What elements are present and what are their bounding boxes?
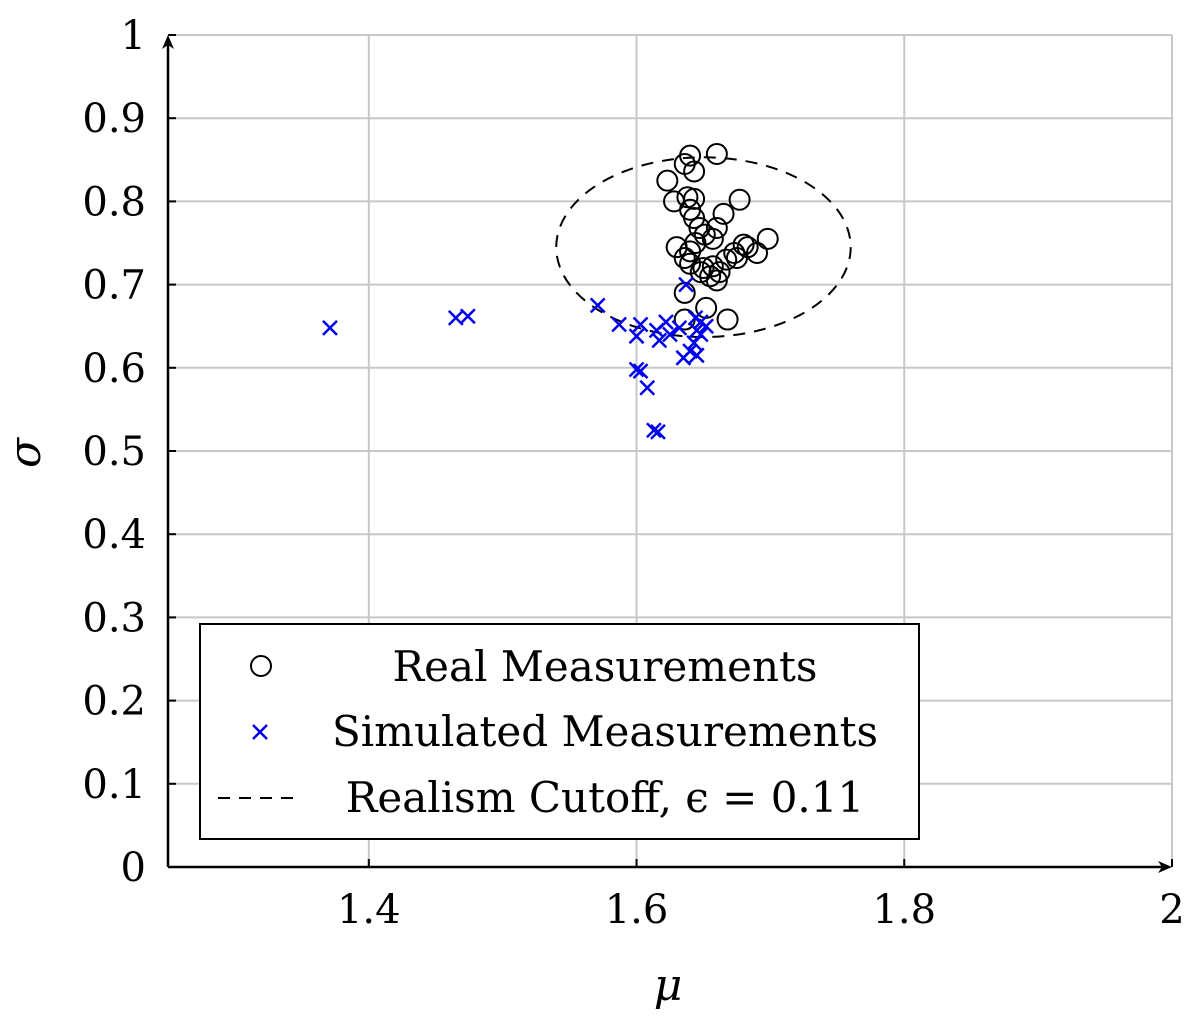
simulated-measurement-point	[688, 347, 705, 364]
real-measurement-point	[699, 265, 722, 288]
real-measurement-point	[723, 241, 746, 264]
real-measurement-point	[716, 308, 739, 331]
real-measurement-point	[705, 217, 728, 240]
y-tick-label: 0	[121, 845, 146, 891]
y-tick-label: 0.9	[82, 96, 146, 142]
cutoff-ellipse-layer	[555, 156, 852, 339]
realism-cutoff-ellipse	[555, 156, 852, 339]
legend: Real Measurements Simulated Measurements…	[199, 623, 920, 840]
y-tick-label: 0.2	[82, 679, 146, 725]
real-measurement-point	[728, 188, 751, 211]
y-axis-label: σ	[0, 436, 51, 468]
simulated-measurement-point	[322, 319, 338, 336]
real-measurement-point	[673, 246, 696, 269]
real-measurement-point	[692, 256, 715, 279]
x-axis-arrow	[1158, 861, 1172, 873]
real-measurement-point	[701, 227, 724, 250]
y-tick-labels: 0 0.1 0.2 0.3 0.4 0.5 0.6 0.7 0.8 0.9 1	[82, 13, 146, 891]
y-tick-label: 1	[121, 13, 146, 59]
simulated-measurement-point	[646, 422, 662, 439]
y-tick-label: 0.4	[82, 512, 146, 558]
simulated-measurement-point	[632, 363, 649, 380]
y-tick-label: 0.3	[82, 595, 146, 641]
real-measurement-point	[756, 227, 779, 250]
y-tick-label: 0.7	[82, 263, 146, 309]
simulated-measurement-point	[662, 326, 678, 343]
x-tick-label: 1.6	[605, 887, 669, 933]
real-measurement-point	[708, 261, 731, 284]
legend-label-simulated: Simulated Measurements	[332, 707, 878, 756]
y-axis-arrow	[162, 35, 174, 49]
simulated-measurement-point	[650, 423, 666, 440]
simulated-measurement-point	[678, 276, 694, 293]
simulated-measurement-point	[632, 316, 649, 333]
axes	[162, 34, 1173, 873]
simulated-measurement-point	[698, 318, 715, 335]
real-measurement-point	[683, 160, 706, 183]
simulated-measurement-point	[589, 297, 606, 314]
y-tick-label: 0.8	[82, 179, 146, 225]
simulated-measurement-point	[658, 314, 674, 330]
legend-box	[199, 623, 920, 840]
simulated-measurements-series	[322, 276, 715, 440]
real-measurement-point	[701, 255, 724, 278]
real-measurements-series	[656, 142, 779, 331]
legend-marker-simulated	[252, 724, 268, 740]
y-tick-label: 0.6	[82, 346, 146, 392]
simulated-measurement-point	[671, 319, 688, 336]
x-axis-label: μ	[654, 960, 683, 1011]
x-tick-label: 1.4	[337, 887, 401, 933]
simulated-measurement-point	[459, 308, 476, 325]
simulated-measurement-point	[651, 332, 668, 349]
real-measurement-point	[683, 207, 706, 230]
simulated-measurement-point	[692, 326, 709, 343]
simulated-measurement-point	[628, 361, 645, 378]
simulated-measurement-point	[628, 328, 645, 345]
x-tick-label: 1.8	[872, 887, 936, 933]
real-measurement-point	[688, 217, 711, 240]
real-measurement-point	[679, 240, 702, 263]
y-tick-label: 0.5	[82, 429, 146, 475]
real-measurement-point	[656, 169, 679, 192]
legend-label-cutoff: Realism Cutoff, ϵ = 0.11	[346, 773, 864, 822]
real-measurement-point	[715, 248, 738, 271]
simulated-measurement-point	[639, 379, 656, 396]
real-measurement-point	[705, 142, 728, 165]
x-tick-label: 2	[1159, 887, 1184, 933]
y-tick-label: 0.1	[82, 762, 146, 808]
simulated-measurement-point	[611, 316, 628, 333]
real-measurement-point	[746, 241, 769, 264]
real-measurement-point	[705, 269, 728, 292]
real-measurement-point	[725, 246, 748, 269]
simulated-measurement-point	[687, 309, 704, 326]
legend-marker-real	[250, 655, 272, 677]
legend-label-real: Real Measurements	[393, 642, 818, 691]
real-measurement-point	[712, 202, 735, 225]
x-tick-labels: 1.4 1.6 1.8 2	[337, 887, 1185, 933]
